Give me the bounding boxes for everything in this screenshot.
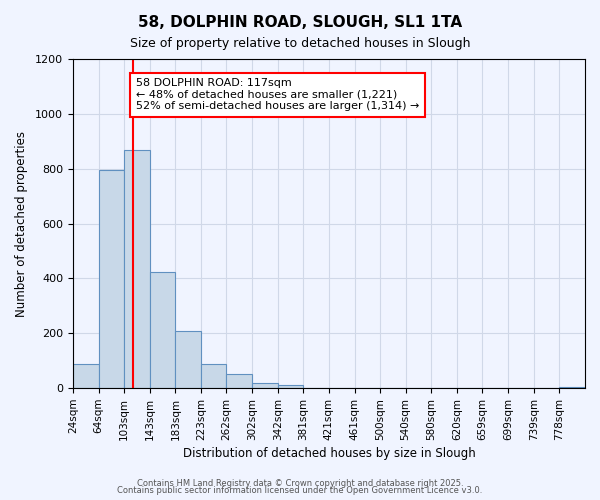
- Bar: [226, 374, 252, 388]
- Y-axis label: Number of detached properties: Number of detached properties: [15, 130, 28, 316]
- Bar: [201, 364, 226, 388]
- X-axis label: Distribution of detached houses by size in Slough: Distribution of detached houses by size …: [182, 447, 475, 460]
- Bar: [559, 387, 585, 388]
- Bar: [98, 170, 124, 388]
- Bar: [278, 386, 303, 388]
- Bar: [149, 272, 175, 388]
- Bar: [252, 382, 278, 388]
- Bar: [73, 364, 98, 388]
- Text: 58 DOLPHIN ROAD: 117sqm
← 48% of detached houses are smaller (1,221)
52% of semi: 58 DOLPHIN ROAD: 117sqm ← 48% of detache…: [136, 78, 419, 112]
- Text: 58, DOLPHIN ROAD, SLOUGH, SL1 1TA: 58, DOLPHIN ROAD, SLOUGH, SL1 1TA: [138, 15, 462, 30]
- Bar: [124, 150, 149, 388]
- Text: Size of property relative to detached houses in Slough: Size of property relative to detached ho…: [130, 38, 470, 51]
- Text: Contains public sector information licensed under the Open Government Licence v3: Contains public sector information licen…: [118, 486, 482, 495]
- Text: Contains HM Land Registry data © Crown copyright and database right 2025.: Contains HM Land Registry data © Crown c…: [137, 478, 463, 488]
- Bar: [175, 330, 201, 388]
